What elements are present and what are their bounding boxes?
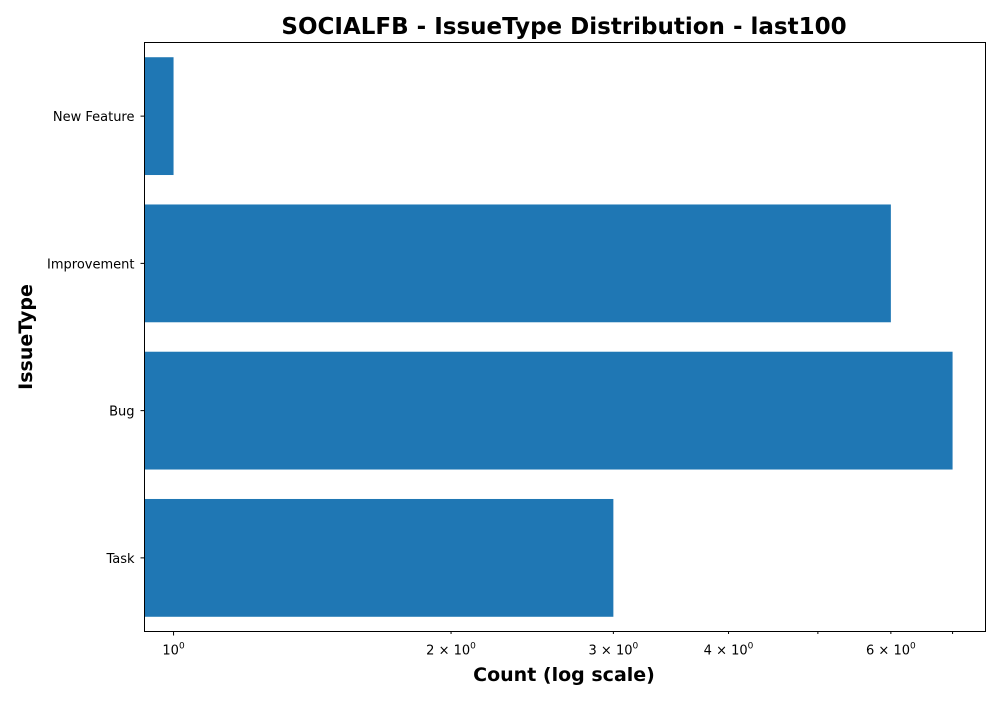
bar-improvement [144, 204, 891, 323]
y-tick-label-bug: Bug [109, 405, 134, 420]
x-ticks-group: 100 2 × 100 3 × 100 4 × 100 6 × 100 [162, 631, 954, 659]
x-tick-label-6: 6 × 100 [866, 642, 916, 659]
bar-bug [144, 351, 953, 470]
bar-task [144, 498, 614, 617]
y-tick-label-task: Task [105, 552, 135, 567]
y-tick-label-improvement: Improvement [47, 257, 134, 272]
x-tick-label-2: 2 × 100 [426, 642, 476, 659]
chart-title: SOCIALFB - IssueType Distribution - last… [281, 14, 846, 40]
x-axis-label: Count (log scale) [473, 664, 655, 686]
plot-frame [144, 42, 986, 632]
x-tick-label-1: 100 [162, 642, 185, 659]
y-ticks-group: Task Bug Improvement New Feature [47, 110, 145, 567]
x-tick-label-4: 4 × 100 [704, 642, 754, 659]
y-tick-label-new-feature: New Feature [53, 110, 135, 125]
bars-group [144, 57, 953, 617]
bar-new-feature [144, 57, 174, 176]
y-axis-label: IssueType [15, 284, 37, 390]
x-tick-label-3: 3 × 100 [589, 642, 639, 659]
